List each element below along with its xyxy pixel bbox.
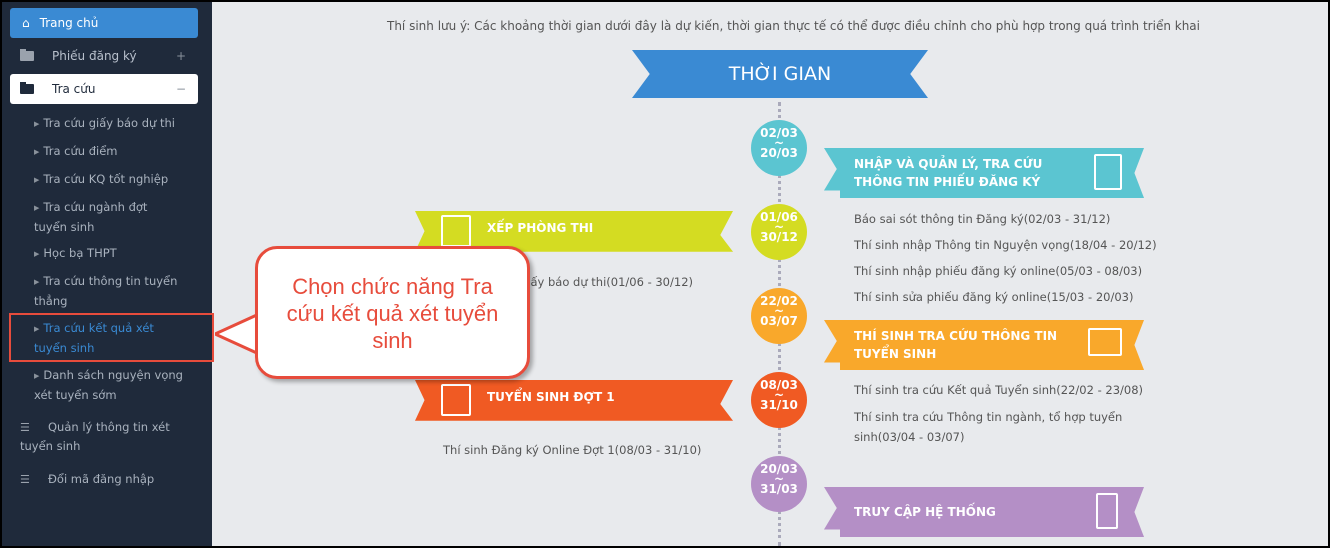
label: Quản lý thông tin xét tuyển sinh xyxy=(20,420,170,453)
label: Tra cứu thông tin tuyển thẳng xyxy=(34,274,178,308)
item-text: Thí sinh tra cứu Thông tin ngành, tổ hợp… xyxy=(854,410,1123,444)
instruction-callout: Chọn chức năng Tra cứu kết quả xét tuyển… xyxy=(255,246,530,379)
item-text: Thí sinh Đăng ký Online Đợt 1(08/03 - 31… xyxy=(443,443,702,457)
ribbon-label: THÍ SINH TRA CỨU THÔNG TIN TUYỂN SINH xyxy=(854,329,1058,361)
sidebar: ⌂ Trang chủ Phiếu đăng ký + Tra cứu − ▶ Tra … xyxy=(2,2,212,546)
label: Tra cứu giấy báo dự thi xyxy=(43,116,175,130)
caret-icon: ▶ xyxy=(34,204,40,212)
sep: ~ xyxy=(773,304,785,318)
milestone-4: 08/03 ~31/10 xyxy=(751,372,807,428)
notice-text: Thí sinh lưu ý: Các khoảng thời gian dướ… xyxy=(387,19,1200,33)
sidebar-item-home[interactable]: ⌂ Trang chủ xyxy=(10,8,198,38)
sub-item-early-wishes[interactable]: ▶ Danh sách nguyện vọng xét tuyển sớm xyxy=(34,366,184,405)
date-from: 02/03 xyxy=(760,126,798,140)
caret-icon: ▶ xyxy=(34,325,40,333)
date-from: 22/02 xyxy=(760,294,798,308)
label: Trang chủ xyxy=(39,16,99,30)
date-to: 31/03 xyxy=(760,482,798,496)
sep: ~ xyxy=(773,220,785,234)
label: Phiếu đăng ký xyxy=(52,49,137,63)
highlight-box xyxy=(9,313,214,362)
caret-icon: ▶ xyxy=(34,372,40,380)
sub-item-majors[interactable]: ▶ Tra cứu ngành đợt tuyển sinh xyxy=(34,198,184,237)
caret-icon: ▶ xyxy=(34,120,40,128)
ribbon-round-1: TUYỂN SINH ĐỢT 1 xyxy=(415,380,733,421)
sub-item-exam-notice[interactable]: ▶ Tra cứu giấy báo dự thi xyxy=(34,114,184,134)
sidebar-item-change-code[interactable]: ☰ Đổi mã đăng nhập xyxy=(20,470,190,489)
collapse-icon[interactable]: − xyxy=(175,82,186,96)
item-text: Thí sinh tra cứu Kết quả Tuyển sinh(22/0… xyxy=(854,383,1144,397)
date-from: 01/06 xyxy=(760,210,798,224)
sub-item-direct-admission[interactable]: ▶ Tra cứu thông tin tuyển thẳng xyxy=(34,272,184,311)
ribbon-system-access: TRUY CẬP HỆ THỐNG xyxy=(824,487,1144,537)
list-icon: ☰ xyxy=(20,421,30,434)
date-to: 03/07 xyxy=(760,314,798,328)
label: Tra cứu kết quả xét tuyển sinh xyxy=(34,321,154,355)
milestone-3: 22/02 ~03/07 xyxy=(751,288,807,344)
person-document-icon xyxy=(441,215,471,247)
caret-icon: ▶ xyxy=(34,176,40,184)
date-from: 08/03 xyxy=(760,378,798,392)
expand-icon[interactable]: + xyxy=(175,49,186,63)
label: Tra cứu KQ tốt nghiệp xyxy=(43,172,169,186)
milestone-2: 01/06 ~30/12 xyxy=(751,204,807,260)
ribbon-label: TRUY CẬP HỆ THỐNG xyxy=(854,505,996,519)
ribbon-registration: NHẬP VÀ QUẢN LÝ, TRA CỨU THÔNG TIN PHIẾU… xyxy=(824,148,1144,198)
item-text: Báo sai sót thông tin Đăng ký(02/03 - 31… xyxy=(854,212,1111,226)
monitor-icon xyxy=(1088,328,1122,356)
folder-icon xyxy=(20,49,34,61)
document-icon xyxy=(1094,154,1122,190)
home-icon: ⌂ xyxy=(22,16,30,30)
sidebar-item-lookup[interactable]: Tra cứu − xyxy=(10,74,198,104)
list-icon: ☰ xyxy=(20,473,30,486)
sidebar-item-manage[interactable]: ☰ Quản lý thông tin xét tuyển sinh xyxy=(20,418,190,456)
ribbon-label: XẾP PHÒNG THI xyxy=(487,221,594,235)
sep: ~ xyxy=(773,136,785,150)
label: Tra cứu xyxy=(52,82,96,96)
ribbon-exam-room: XẾP PHÒNG THI xyxy=(415,211,733,252)
sub-item-transcript[interactable]: ▶ Học bạ THPT xyxy=(34,244,184,264)
label: Học bạ THPT xyxy=(43,246,117,260)
sub-item-admission-result[interactable]: ▶ Tra cứu kết quả xét tuyển sinh xyxy=(34,319,184,358)
folder-icon xyxy=(20,82,34,94)
timeline-title: THỜI GIAN xyxy=(632,50,928,98)
checklist-icon xyxy=(441,384,471,416)
milestone-1: 02/03 ~20/03 xyxy=(751,120,807,176)
sidebar-item-registration[interactable]: Phiếu đăng ký + xyxy=(10,41,198,71)
date-to: 30/12 xyxy=(760,230,798,244)
item-text: Giấy báo dự thi(01/06 - 30/12) xyxy=(518,275,693,289)
label: Đổi mã đăng nhập xyxy=(48,472,155,486)
sep: ~ xyxy=(773,388,785,402)
label: Tra cứu điểm xyxy=(43,144,118,158)
ribbon-label: NHẬP VÀ QUẢN LÝ, TRA CỨU THÔNG TIN PHIẾU… xyxy=(854,157,1043,189)
date-from: 20/03 xyxy=(760,462,798,476)
date-to: 31/10 xyxy=(760,398,798,412)
ribbon-lookup-info: THÍ SINH TRA CỨU THÔNG TIN TUYỂN SINH xyxy=(824,320,1144,370)
sub-item-graduation[interactable]: ▶ Tra cứu KQ tốt nghiệp xyxy=(34,170,184,190)
ribbon-label: TUYỂN SINH ĐỢT 1 xyxy=(487,390,615,404)
sep: ~ xyxy=(773,472,785,486)
label: Danh sách nguyện vọng xét tuyển sớm xyxy=(34,368,183,402)
item-text: Thí sinh nhập Thông tin Nguyện vọng(18/0… xyxy=(854,238,1157,252)
mobile-icon xyxy=(1096,493,1118,529)
milestone-5: 20/03 ~31/03 xyxy=(751,456,807,512)
caret-icon: ▶ xyxy=(34,250,40,258)
item-text: Thí sinh sửa phiếu đăng ký online(15/03 … xyxy=(854,290,1134,304)
sub-item-scores[interactable]: ▶ Tra cứu điểm xyxy=(34,142,184,162)
date-to: 20/03 xyxy=(760,146,798,160)
caret-icon: ▶ xyxy=(34,148,40,156)
label: Tra cứu ngành đợt tuyển sinh xyxy=(34,200,148,234)
item-text: Thí sinh nhập phiếu đăng ký online(05/03… xyxy=(854,264,1143,278)
caret-icon: ▶ xyxy=(34,278,40,286)
